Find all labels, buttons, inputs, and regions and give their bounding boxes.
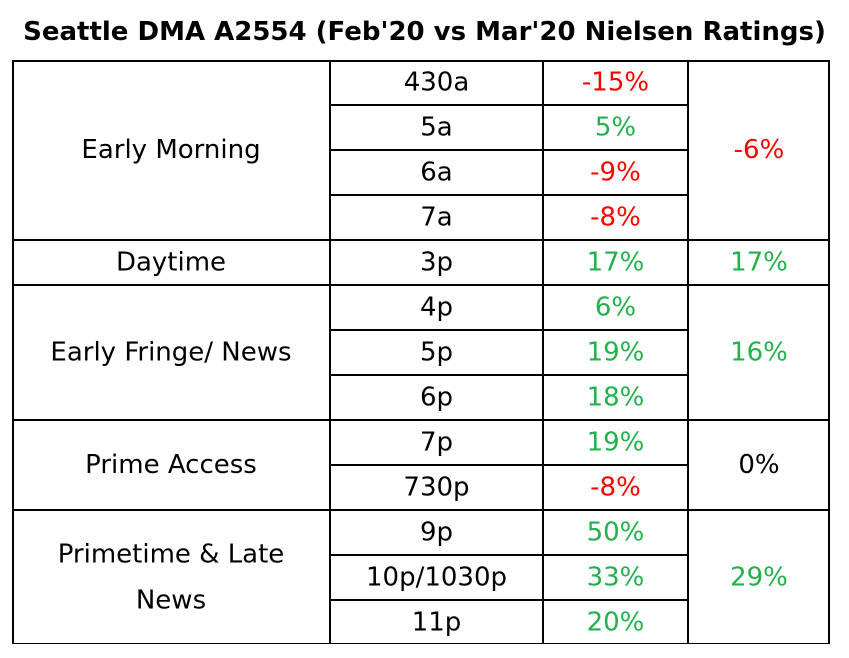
rating-change-value: 50% <box>587 518 645 548</box>
rating-change-value: 19% <box>587 428 645 458</box>
rating-change-value: 17% <box>587 248 645 278</box>
time-slot-label: 6p <box>420 383 453 413</box>
daypart-total-value: 17% <box>730 248 788 278</box>
time-slot-label: 730p <box>403 473 469 503</box>
rating-change-value: 19% <box>587 338 645 368</box>
time-slot-label: 4p <box>420 293 453 323</box>
daypart-label: Primetime & Late <box>58 540 285 570</box>
daypart-total-value: 0% <box>738 450 779 480</box>
table-title: Seattle DMA A2554 (Feb'20 vs Mar'20 Niel… <box>23 17 826 47</box>
time-slot-label: 7p <box>420 428 453 458</box>
rating-change-value: 5% <box>595 113 636 143</box>
daypart-total-value: -6% <box>734 135 785 165</box>
ratings-table: Early Morning 430a -15% 5a 5% 6a -9% 7a -8% -6% Da… <box>12 60 830 644</box>
rating-change-value: -15% <box>582 68 649 98</box>
rating-change-value: 20% <box>587 608 645 638</box>
daypart-label: Daytime <box>116 248 226 278</box>
daypart-label: Early Fringe/ News <box>50 338 291 368</box>
time-slot-label: 5p <box>420 338 453 368</box>
rating-change-value: 33% <box>587 563 645 593</box>
time-slot-label: 3p <box>420 248 453 278</box>
daypart-total-value: 16% <box>730 338 788 368</box>
table-outer-border <box>12 60 830 644</box>
rating-change-value: -8% <box>590 203 641 233</box>
time-slot-label: 9p <box>420 518 453 548</box>
daypart-label: Early Morning <box>81 135 260 165</box>
time-slot-label: 5a <box>420 113 452 143</box>
daypart-label: Prime Access <box>85 450 257 480</box>
daypart-label: News <box>136 586 206 616</box>
rating-change-value: 18% <box>587 383 645 413</box>
time-slot-label: 10p/1030p <box>366 563 507 593</box>
rating-change-value: 6% <box>595 293 636 323</box>
time-slot-label: 11p <box>412 608 462 638</box>
time-slot-label: 430a <box>404 68 470 98</box>
ratings-table-grid: Early Morning 430a -15% 5a 5% 6a -9% 7a -8% -6% Da… <box>12 60 830 644</box>
rating-change-value: -8% <box>590 473 641 503</box>
daypart-total-value: 29% <box>730 563 788 593</box>
time-slot-label: 7a <box>420 203 452 233</box>
time-slot-label: 6a <box>420 158 452 188</box>
rating-change-value: -9% <box>590 158 641 188</box>
